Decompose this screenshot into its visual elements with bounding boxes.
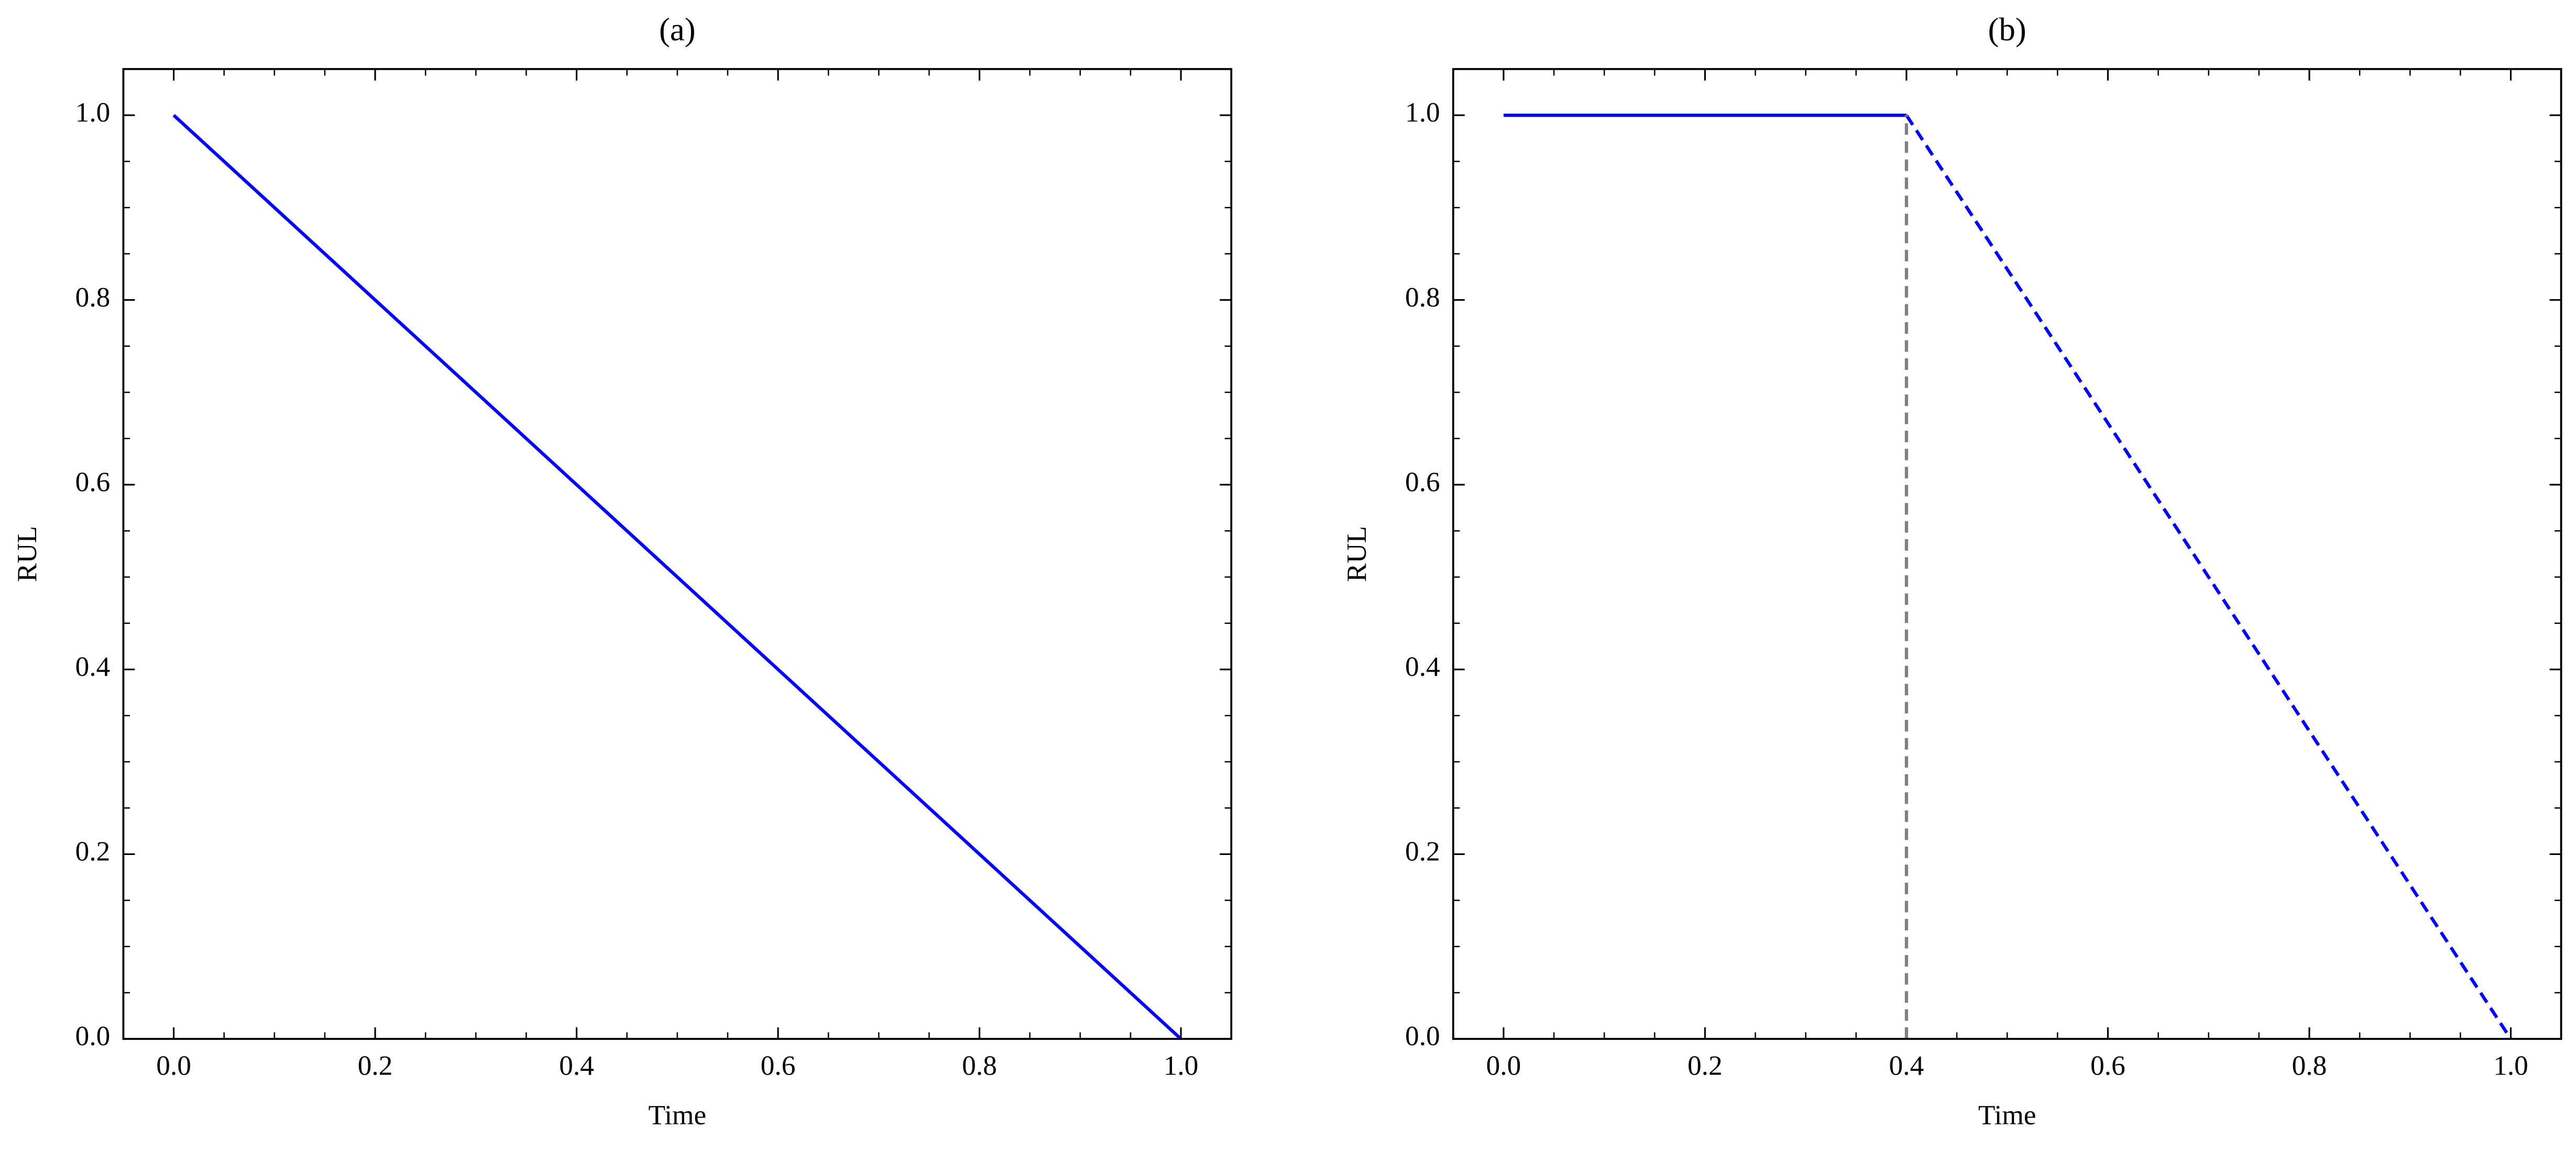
x-tick-label: 0.2 xyxy=(1687,1050,1723,1081)
x-axis-label: Time xyxy=(1978,1099,2036,1131)
x-tick-label: 0.2 xyxy=(358,1050,393,1081)
axes-frame xyxy=(122,68,1233,1040)
y-tick-label: 0.0 xyxy=(1405,1020,1440,1051)
y-tick-label: 0.6 xyxy=(1405,466,1440,497)
x-tick-label: 0.4 xyxy=(559,1050,594,1081)
y-tick-label: 1.0 xyxy=(1405,96,1440,128)
data-line xyxy=(1905,114,2513,1040)
x-tick-label: 0.0 xyxy=(1486,1050,1521,1081)
y-tick-label: 0.8 xyxy=(75,281,111,313)
data-line xyxy=(172,114,1182,1040)
x-tick-label: 0.6 xyxy=(761,1050,796,1081)
y-tick-label: 0.2 xyxy=(75,836,111,867)
x-tick-label: 0.0 xyxy=(156,1050,191,1081)
panel-title: (b) xyxy=(1988,11,2026,48)
y-axis-label: RUL xyxy=(1341,526,1372,582)
x-tick-label: 0.6 xyxy=(2090,1050,2125,1081)
x-tick-label: 0.4 xyxy=(1889,1050,1924,1081)
y-tick-label: 0.2 xyxy=(1405,836,1440,867)
y-tick-label: 0.8 xyxy=(1405,281,1440,313)
x-axis-label: Time xyxy=(649,1099,707,1131)
y-tick-label: 0.0 xyxy=(75,1020,111,1051)
y-tick-label: 0.4 xyxy=(75,651,111,682)
axes-frame xyxy=(1452,68,2562,1040)
x-tick-label: 0.8 xyxy=(2292,1050,2327,1081)
x-tick-label: 1.0 xyxy=(1164,1050,1199,1081)
y-axis-label: RUL xyxy=(11,526,42,582)
panel-title: (a) xyxy=(659,11,696,48)
y-tick-label: 1.0 xyxy=(75,96,111,128)
x-tick-label: 0.8 xyxy=(962,1050,997,1081)
x-tick-label: 1.0 xyxy=(2493,1050,2528,1081)
y-tick-label: 0.4 xyxy=(1405,651,1440,682)
y-tick-label: 0.6 xyxy=(75,466,111,497)
